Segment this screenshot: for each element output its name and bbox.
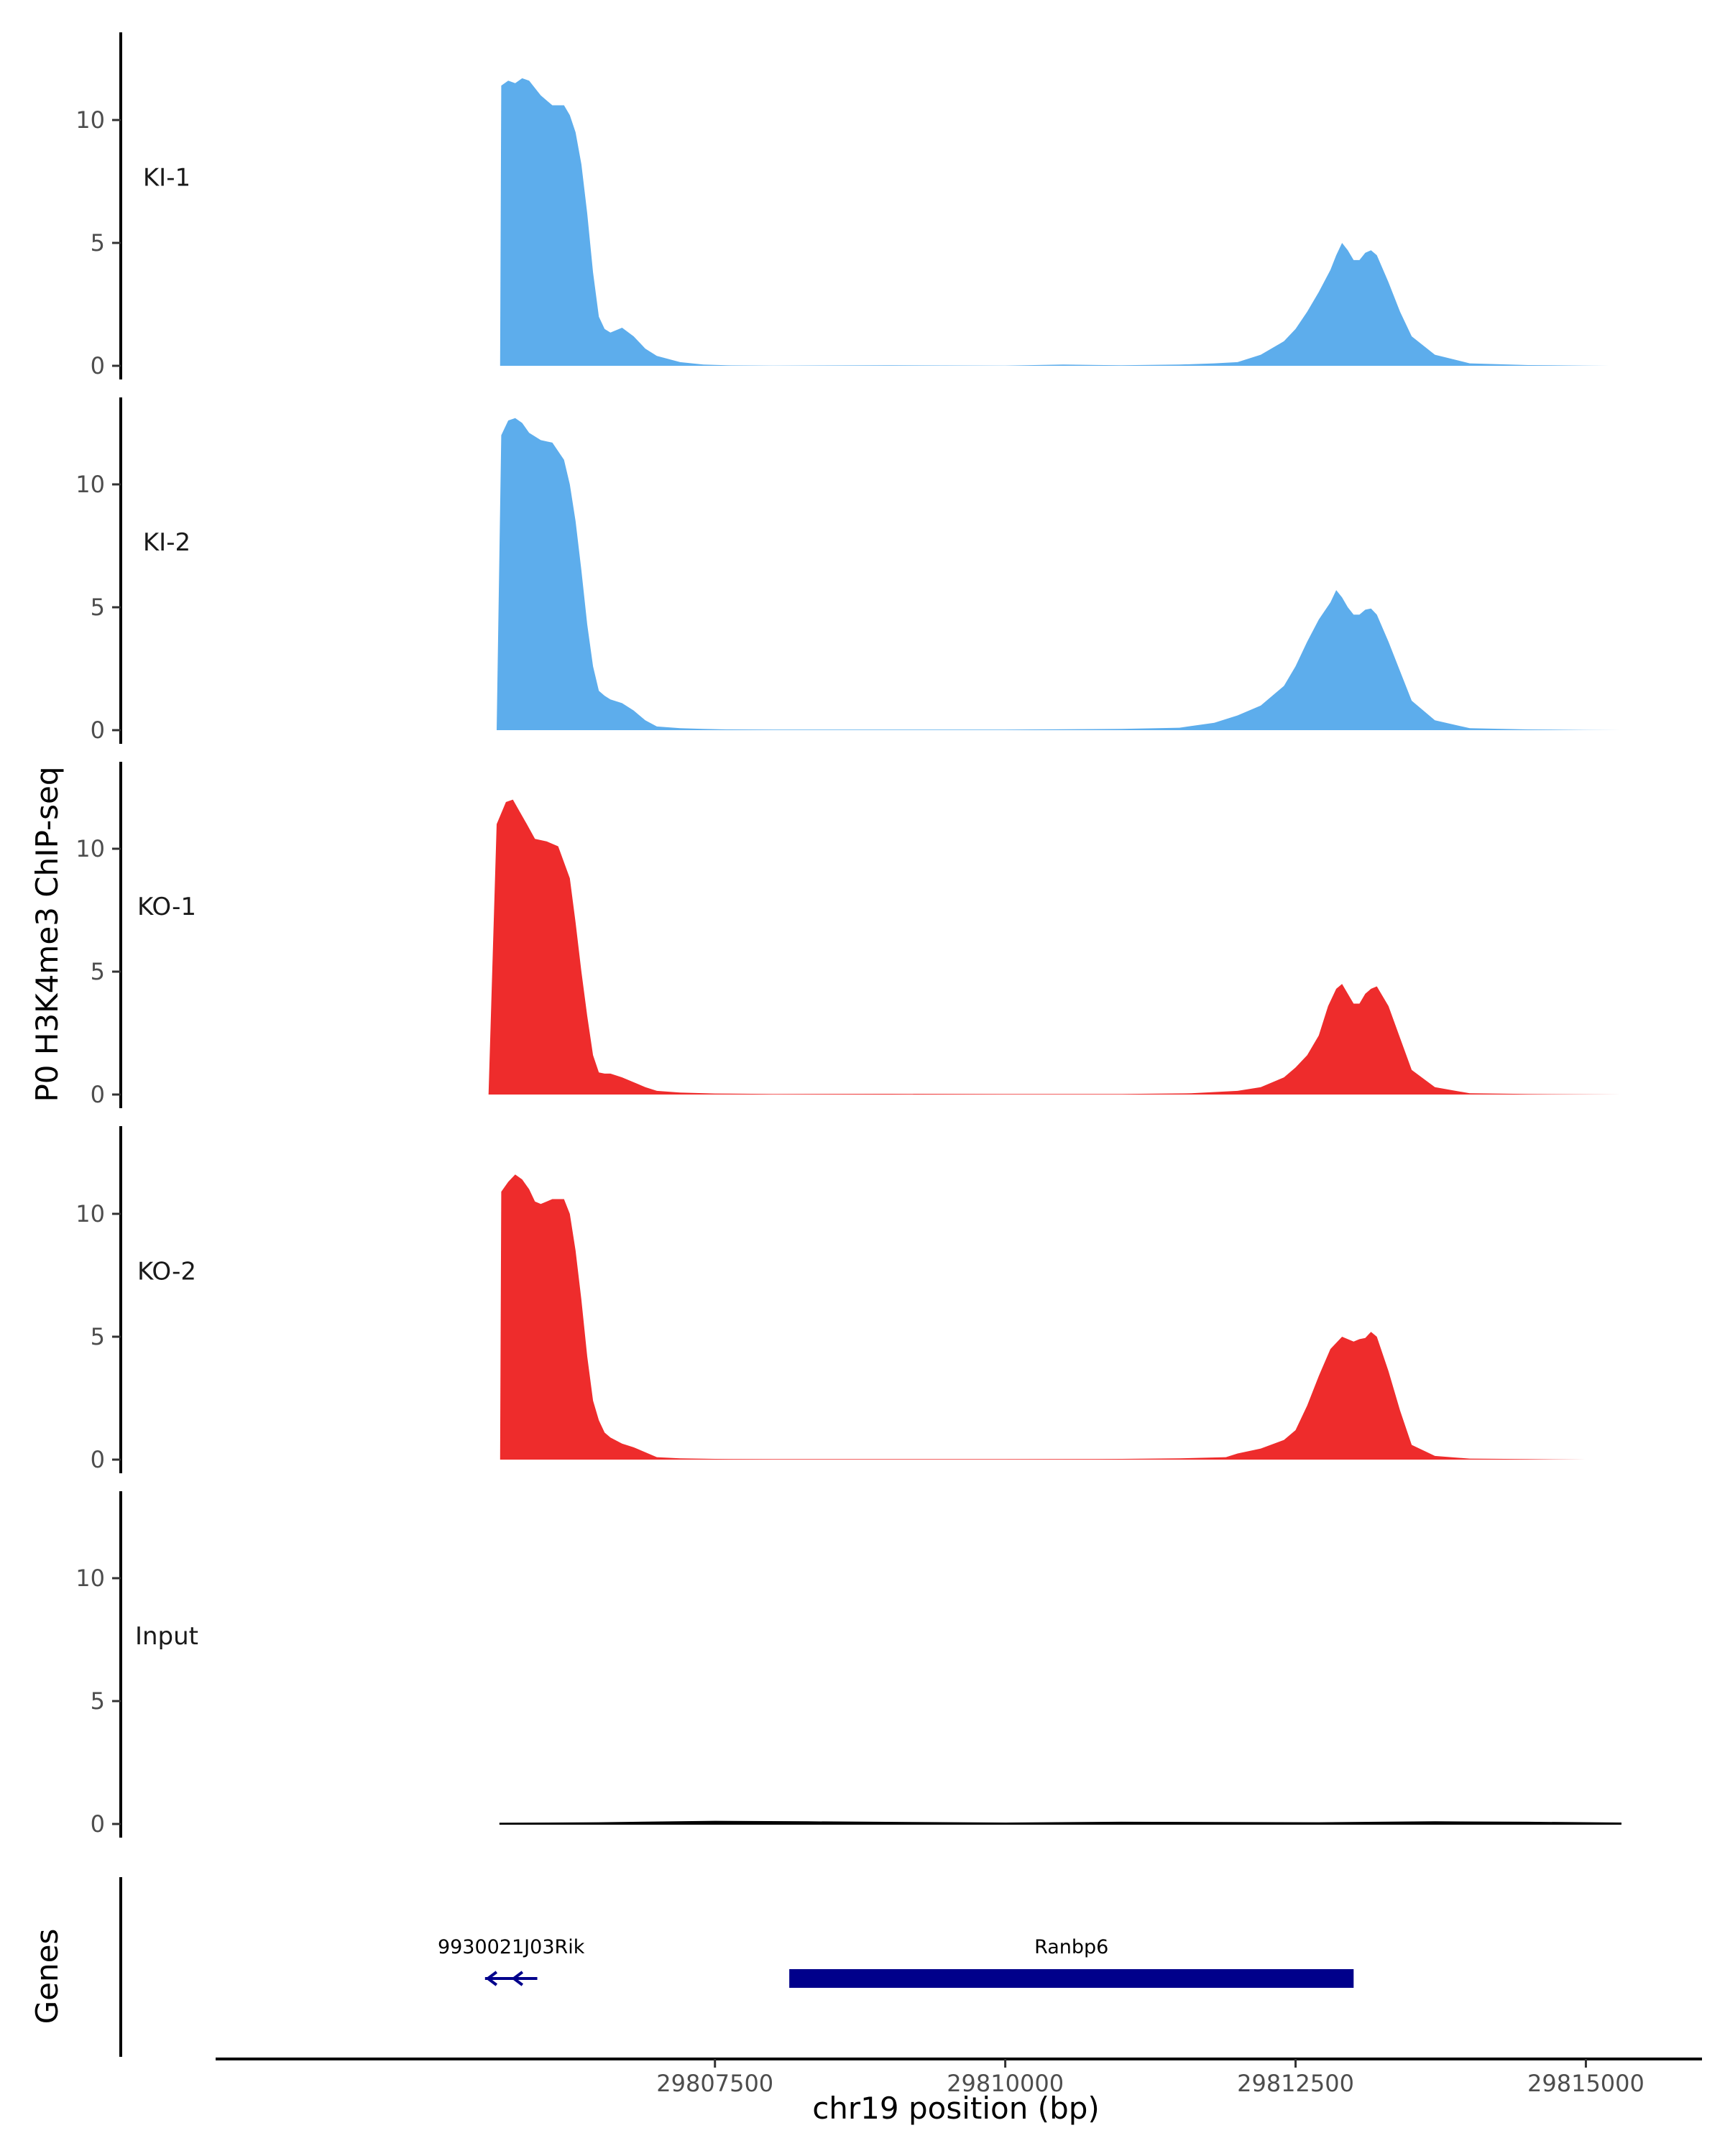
x-axis: 29807500 29810000 29812500 29815000 <box>216 2058 1702 2097</box>
y-tick-label: 5 <box>91 1687 105 1715</box>
track-panel-input: 0 5 10 Input <box>75 1491 1622 1838</box>
tracks-layer: 0 5 10 KI-1 0 5 10 KI-2 0 5 10 KO-1 0 5 10 KO-2 0 5 10 Inpu… <box>75 32 1622 1838</box>
y-tick-label: 10 <box>75 471 105 498</box>
strand-arrow <box>485 1971 498 1986</box>
y-tick-label: 5 <box>91 594 105 621</box>
y-tick-label: 5 <box>91 1323 105 1350</box>
x-axis-title: chr19 position (bp) <box>812 2091 1100 2126</box>
track-panel-ki-1: 0 5 10 KI-1 <box>75 32 1609 379</box>
coverage-area-input <box>499 1820 1622 1825</box>
y-tick-label: 0 <box>91 1810 105 1838</box>
y-tick-label: 5 <box>91 229 105 257</box>
track-label-ki-2: KI-2 <box>143 528 190 557</box>
strand-arrow <box>511 1971 524 1986</box>
y-axis-title: P0 H3K4me3 ChIP-seq <box>29 766 65 1102</box>
x-tick-label: 29807500 <box>656 2070 773 2097</box>
gene-9930021j03rik: 9930021J03Rik <box>438 1936 585 1986</box>
y-tick-label: 0 <box>91 1081 105 1108</box>
y-tick-label: 0 <box>91 1446 105 1473</box>
genes-layer: 9930021J03Rik Ranbp6 <box>119 1877 1354 2057</box>
coverage-area-ki-2 <box>497 418 1621 730</box>
gene-label: Ranbp6 <box>1034 1936 1108 1958</box>
coverage-area-ko-2 <box>500 1174 1586 1460</box>
coverage-area-ki-1 <box>500 78 1609 367</box>
track-panel-ko-1: 0 5 10 KO-1 <box>75 762 1621 1108</box>
y-tick-label: 10 <box>75 1565 105 1592</box>
x-tick-label: 29815000 <box>1527 2070 1644 2097</box>
gene-label: 9930021J03Rik <box>438 1936 585 1958</box>
y-tick-label: 10 <box>75 1200 105 1227</box>
y-tick-label: 5 <box>91 958 105 985</box>
coverage-area-ko-1 <box>488 799 1621 1095</box>
x-tick-label: 29810000 <box>947 2070 1064 2097</box>
genes-panel-title: Genes <box>29 1929 65 2024</box>
track-panel-ki-2: 0 5 10 KI-2 <box>75 397 1621 744</box>
y-tick-label: 10 <box>75 835 105 862</box>
track-panel-ko-2: 0 5 10 KO-2 <box>75 1126 1586 1473</box>
y-tick-label: 0 <box>91 717 105 744</box>
x-tick-label: 29812500 <box>1237 2070 1354 2097</box>
track-label-ko-1: KO-1 <box>137 893 196 921</box>
track-label-input: Input <box>135 1622 198 1651</box>
y-tick-label: 10 <box>75 106 105 134</box>
y-tick-label: 0 <box>91 352 105 379</box>
track-label-ko-2: KO-2 <box>137 1258 196 1286</box>
track-label-ki-1: KI-1 <box>143 164 190 193</box>
gene-body <box>789 1969 1354 1988</box>
gene-ranbp6: Ranbp6 <box>789 1936 1354 1988</box>
